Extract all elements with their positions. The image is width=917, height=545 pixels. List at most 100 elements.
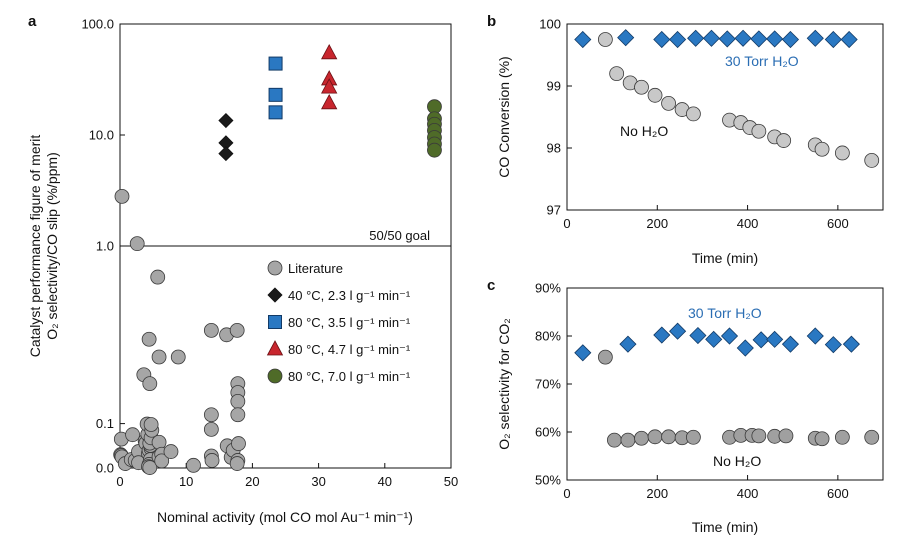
- panel-b-ytick-label: 99: [547, 79, 561, 94]
- panel-c-point-water: [574, 344, 592, 362]
- panel-c-xtick-label: 200: [646, 486, 668, 501]
- panel-a-point: [230, 393, 246, 409]
- panel-c-point-no-water: [778, 428, 794, 444]
- panel-a-ticks: 0 10 20 30 40 50 100.0 10.0 1.0 0.1 0.0: [81, 17, 458, 490]
- panel-letter-a: a: [28, 13, 37, 30]
- panel-a-legend-marker: [266, 340, 284, 356]
- panel-a-axes: [119, 23, 452, 469]
- panel-a-point: [154, 453, 170, 469]
- panel-b-xtick-label: 0: [563, 216, 570, 231]
- panel-a-goal-label: 50/50 goal: [369, 228, 430, 243]
- panel-c-xtick-label: 0: [563, 486, 570, 501]
- panel-c-ytick-label: 50%: [535, 473, 561, 488]
- panel-a-point: [230, 407, 246, 423]
- panel-a-point: [203, 421, 219, 437]
- panel-c-point-no-water: [814, 431, 830, 447]
- panel-c-point-water: [752, 331, 770, 349]
- panel-a-xlabel: Nominal activity (mol CO mol Au⁻¹ min⁻¹): [157, 509, 413, 525]
- panel-c-point-water: [619, 335, 637, 353]
- panel-a-point: [427, 142, 442, 158]
- panel-a-point: [268, 105, 283, 120]
- panel-b-point-no-water: [647, 87, 663, 103]
- panel-a-point: [231, 436, 246, 451]
- panel-letter-c: c: [487, 277, 495, 294]
- panel-a-point: [114, 188, 130, 204]
- panel-c-point-no-water: [661, 429, 676, 445]
- panel-a-legend-marker: [268, 315, 282, 329]
- panel-c-point-water: [806, 327, 824, 345]
- panel-b-xtick-label: 400: [737, 216, 759, 231]
- panel-c-annotation-water: 30 Torr H₂O: [688, 305, 762, 321]
- panel-a-point: [321, 93, 338, 110]
- panel-b-point-water: [718, 30, 736, 48]
- panel-b-point-water: [617, 29, 635, 47]
- panel-b-point-water: [702, 29, 721, 47]
- panel-a-points: [113, 43, 442, 475]
- panel-c-point-no-water: [834, 429, 850, 445]
- panel-c-point-no-water: [751, 428, 767, 444]
- panel-a-point: [218, 112, 234, 129]
- panel-a-ylabel-line2: O₂ selectivity/CO slip (%/ppm): [44, 152, 60, 339]
- panel-c-annotation-no-water: No H₂O: [713, 453, 761, 469]
- panel-letter-b: b: [487, 13, 496, 30]
- panel-b-point-water: [734, 29, 752, 47]
- panel-c-point-water: [824, 336, 842, 354]
- panel-b-point-water: [806, 29, 824, 47]
- panel-b-point-no-water: [776, 133, 792, 148]
- panel-c-point-no-water: [864, 429, 880, 445]
- panel-a-ytick-label: 0.1: [96, 416, 114, 431]
- panel-c-ytick-label: 70%: [535, 377, 561, 392]
- panel-b-ytick-label: 97: [547, 203, 561, 218]
- panel-a-point: [203, 322, 219, 338]
- panel-a-point: [125, 427, 140, 443]
- panel-a-xtick-label: 0: [116, 474, 123, 489]
- panel-a-point: [321, 78, 338, 94]
- panel-c-ytick-label: 60%: [535, 425, 561, 440]
- panel-c-point-no-water: [597, 349, 613, 365]
- panel-b-point-no-water: [597, 32, 613, 47]
- panel-b-point-water: [750, 30, 768, 48]
- panel-c-point-water: [720, 327, 739, 345]
- panel-a-point: [268, 56, 283, 71]
- panel-a-xtick-label: 10: [179, 474, 193, 489]
- panel-c-point-no-water: [686, 429, 701, 445]
- panel-b-point-no-water: [661, 95, 676, 111]
- panel-b-point-water: [840, 30, 858, 49]
- panel-c-ticks: 0 200 400 600 50% 60% 70% 80% 90%: [535, 281, 849, 502]
- panel-c-point-water: [781, 335, 800, 353]
- panel-a-legend-marker: [267, 287, 283, 303]
- panel-a-xtick-label: 40: [378, 474, 392, 489]
- panel-a-xtick-label: 20: [245, 474, 259, 489]
- panel-b-point-water: [574, 30, 592, 49]
- panel-b-point-no-water: [609, 66, 625, 81]
- panel-b-xlabel: Time (min): [692, 250, 758, 266]
- panel-a-point: [151, 434, 167, 450]
- panel-b-point-no-water: [834, 145, 850, 161]
- panel-c-xlabel: Time (min): [692, 519, 758, 535]
- panel-a-legend-marker: [267, 368, 283, 384]
- panel-c-ylabel: O₂ selectivity for CO₂: [496, 318, 512, 449]
- panel-c-point-water: [689, 326, 707, 345]
- panel-b-annotation-water: 30 Torr H₂O: [725, 53, 799, 69]
- panel-c-point-water: [766, 330, 784, 348]
- panel-a-point: [229, 322, 245, 338]
- panel-a-ytick-label: 100.0: [81, 17, 114, 32]
- panel-c-xtick-label: 400: [737, 486, 759, 501]
- panel-a-xtick-label: 50: [444, 474, 458, 489]
- panel-c-ytick-label: 90%: [535, 281, 561, 296]
- panel-a-legend-label: 80 °C, 3.5 l g⁻¹ min⁻¹: [288, 315, 411, 330]
- panel-c-point-water: [736, 339, 754, 357]
- panel-b-annotation-no-water: No H₂O: [620, 123, 668, 139]
- panel-a-point: [170, 349, 186, 365]
- panel-a-point: [229, 456, 245, 471]
- panel-a-xtick-label: 30: [311, 474, 325, 489]
- panel-b-point-water: [824, 30, 842, 49]
- panel-b-point-no-water: [634, 79, 649, 95]
- panel-a-ytick-label: 10.0: [89, 128, 114, 143]
- panel-b-point-water: [781, 30, 800, 49]
- panel-b-axes: [566, 23, 884, 211]
- panel-b-xtick-label: 200: [646, 216, 668, 231]
- panel-c-point-no-water: [620, 432, 636, 448]
- panel-a-point: [218, 146, 234, 162]
- panel-a-legend-label: 80 °C, 4.7 l g⁻¹ min⁻¹: [288, 342, 411, 357]
